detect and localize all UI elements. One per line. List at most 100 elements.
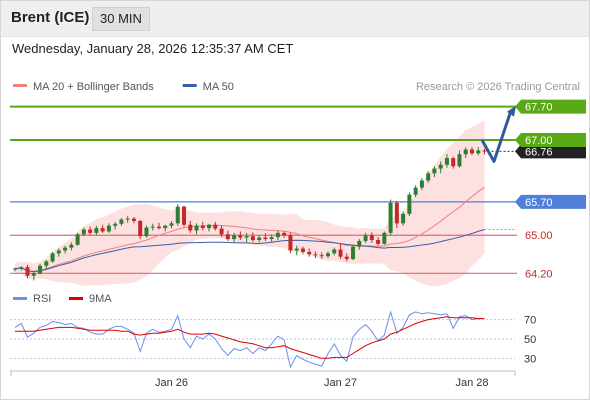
candle-body	[351, 246, 356, 260]
candle-body	[31, 273, 36, 276]
rsi-legend-swatch-0	[13, 297, 27, 300]
candle-body	[44, 261, 49, 266]
candle-body	[482, 150, 487, 152]
header-bar: Brent (ICE) 30 MIN	[0, 0, 590, 37]
x-tick-label: Jan 26	[155, 377, 188, 389]
candle-body	[426, 173, 431, 181]
candle-body	[194, 225, 199, 231]
ma20-line	[14, 186, 485, 272]
ma50-line	[14, 229, 485, 273]
candle-body	[25, 267, 30, 276]
candle-body	[207, 224, 212, 229]
candle-body	[363, 235, 368, 241]
x-axis: Jan 26 Jan 27 Jan 28	[10, 370, 516, 389]
candle-body	[138, 220, 143, 237]
candle-body	[313, 254, 318, 256]
candle-body	[463, 149, 468, 155]
rsi-legend-label-1: 9MA	[89, 293, 112, 305]
candle-body	[63, 247, 68, 251]
candle-body	[288, 235, 293, 251]
x-tick-label: Jan 28	[455, 377, 488, 389]
candle-body	[407, 194, 412, 214]
candle-body	[131, 218, 136, 221]
candle-body	[200, 225, 205, 229]
candle-body	[81, 229, 86, 235]
last-price-label: 66.76	[525, 146, 553, 158]
candle-body	[238, 235, 243, 238]
level-label-65.00: 65.00	[525, 230, 553, 242]
candle-body	[476, 150, 481, 154]
candle-body	[432, 168, 437, 174]
candle-body	[13, 268, 17, 270]
candle-body	[219, 228, 224, 235]
candle-body	[300, 248, 305, 252]
x-tick-label: Jan 27	[324, 377, 357, 389]
timestamp: Wednesday, January 28, 2026 12:35:37 AM …	[12, 41, 294, 56]
candle-body	[232, 235, 237, 240]
candle-body	[50, 253, 55, 262]
candle-body	[257, 237, 262, 240]
candle-body	[388, 202, 393, 233]
candle-body	[250, 236, 255, 240]
candle-body	[444, 158, 449, 165]
candle-body	[169, 223, 174, 226]
candle-body	[150, 226, 155, 228]
level-label-64.20: 64.20	[525, 268, 553, 280]
level-67.70-label: 67.70	[525, 102, 553, 114]
candle-body	[69, 244, 74, 248]
candle-body	[294, 248, 299, 251]
candle-body	[263, 237, 268, 240]
candle-body	[419, 180, 424, 188]
legend-swatch-1	[182, 84, 197, 87]
candle-body	[413, 187, 418, 195]
candle-body	[376, 240, 381, 244]
candle-body	[438, 164, 443, 169]
candle-body	[469, 149, 474, 154]
candle-body	[269, 237, 274, 240]
candle-body	[357, 240, 362, 247]
candle-body	[225, 234, 230, 240]
candle-body	[213, 224, 218, 229]
forecast-arrow-head	[507, 105, 516, 117]
candle-body	[307, 251, 312, 255]
candle-body	[156, 226, 161, 229]
candle-body	[19, 267, 24, 269]
candle-body	[244, 236, 249, 238]
level-67.00-label: 67.00	[525, 135, 553, 147]
candle-body	[451, 158, 456, 167]
candle-body	[106, 225, 111, 232]
candle-body	[369, 235, 374, 240]
candle-body	[344, 256, 349, 260]
rsi-line	[14, 310, 485, 369]
candle-body	[182, 206, 187, 225]
rsi-tick-50: 50	[524, 334, 536, 346]
rsi-legend-swatch-1	[69, 297, 83, 300]
legend-swatch-0	[13, 84, 27, 87]
candle-body	[457, 154, 462, 167]
candle-body	[119, 219, 124, 224]
legend-label-0: MA 20 + Bollinger Bands	[33, 81, 154, 93]
rsi-legend-label-0: RSI	[33, 293, 51, 305]
level-65.70-box	[515, 194, 586, 209]
candle-body	[144, 227, 149, 237]
rsi-tick-30: 30	[524, 353, 536, 365]
instrument-title: Brent (ICE)	[11, 9, 90, 26]
candle-body	[401, 213, 406, 224]
candle-body	[275, 232, 280, 238]
candle-body	[94, 228, 99, 233]
candle-body	[100, 228, 105, 232]
candle-body	[163, 225, 168, 229]
legend-label-1: MA 50	[203, 81, 234, 93]
candle-body	[88, 229, 93, 233]
candle-body	[382, 232, 387, 244]
timeframe-button[interactable]: 30 MIN	[92, 7, 150, 31]
rsi-panel: RSI 9MA 70 50 30	[10, 293, 536, 369]
candle-body	[326, 253, 330, 257]
candle-body	[188, 224, 193, 231]
rsi-tick-70: 70	[524, 315, 536, 327]
level-67.00-box	[515, 133, 586, 147]
candle-body	[282, 232, 287, 236]
bollinger-band	[15, 120, 485, 287]
level-67.70-box	[515, 99, 586, 114]
